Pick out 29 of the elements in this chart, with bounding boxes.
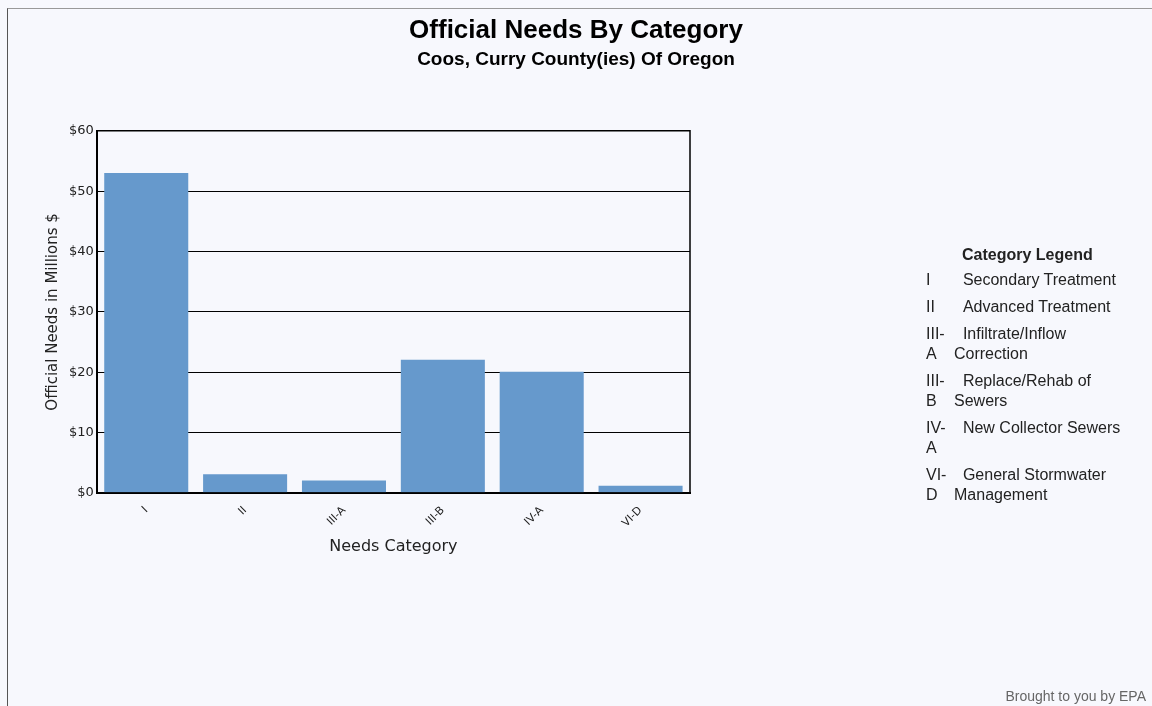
text: Category Legend [961,246,1094,265]
category-label: II [926,298,935,315]
chart-subtitle: Coos, Curry County(ies) Of Oregon [416,48,736,70]
text: Infiltrate/Inflow Correction [954,324,1068,364]
category-label: III-A [926,325,945,362]
y-axis-title: Official Needs in Millions $ [42,213,61,411]
y-tick-label: $10 [68,424,94,440]
x-tick-label: I [138,503,151,516]
x-axis-title: Needs Category [329,535,458,555]
category-label: I [926,271,931,288]
y-tick-label: $20 [68,363,94,379]
text: Replace/Rehab of Sewers [954,371,1092,411]
category-label: III-B [926,372,945,409]
y-tick-label: $60 [68,122,94,138]
y-tick-label: $50 [68,182,94,198]
x-tick-label: IV-A [521,503,547,528]
x-tick-label: VI-D [619,503,645,530]
text: Advanced Treatment [961,297,1112,317]
x-tick-label: II [235,503,250,518]
chart-title: Official Needs By Category [408,14,744,45]
x-tick-label: III-A [324,503,349,528]
text: General Stormwater Management [954,465,1108,505]
category-label: IV-A [926,419,946,456]
y-tick-label: $0 [77,484,94,500]
text: New Collector Sewers [961,418,1122,438]
y-tick-label: $30 [68,303,94,319]
text: Secondary Treatment [961,270,1117,290]
y-tick-label: $40 [68,242,94,258]
text: Brought to you by EPA [1005,688,1146,704]
